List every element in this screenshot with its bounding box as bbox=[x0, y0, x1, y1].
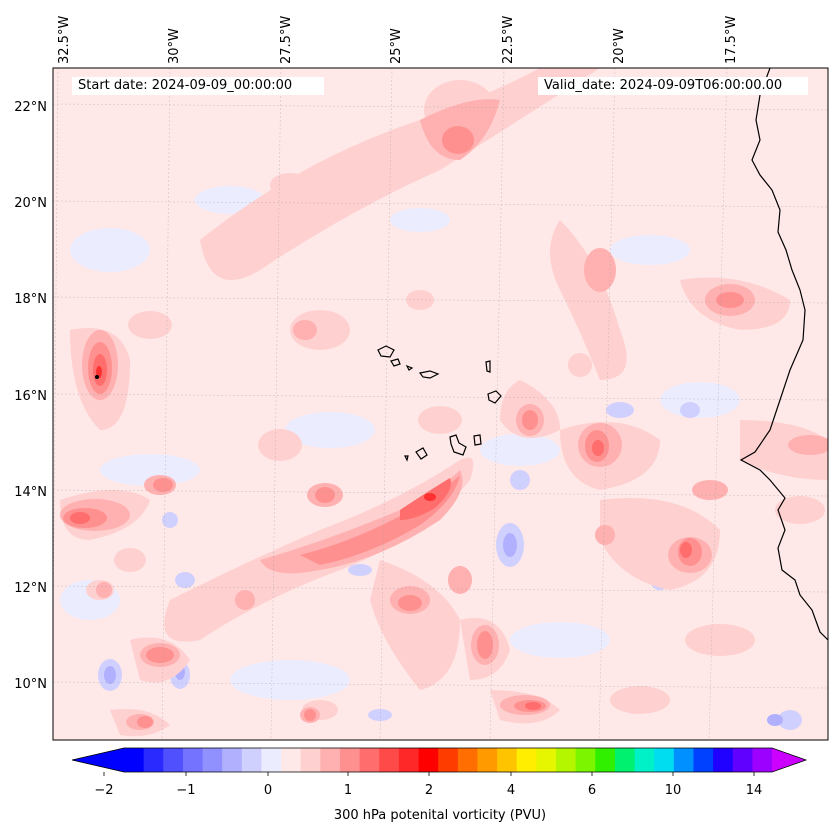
colorbar-swatch bbox=[713, 748, 734, 772]
colorbar-swatch bbox=[673, 748, 695, 772]
lat-label-10n: 10°N bbox=[14, 677, 47, 692]
colorbar-swatch bbox=[516, 748, 537, 772]
colorbar-over-arrow bbox=[772, 748, 806, 772]
colorbar-swatch bbox=[634, 748, 655, 772]
colorbar-swatch bbox=[752, 748, 773, 772]
lat-label-20n: 20°N bbox=[14, 196, 47, 211]
colorbar-tick-labels: −2 −1 0 1 2 4 6 10 14 bbox=[94, 783, 762, 798]
colorbar-swatch bbox=[379, 748, 400, 772]
colorbar-swatch bbox=[398, 748, 420, 772]
colorbar-swatch bbox=[261, 748, 282, 772]
colorbar-tick-label: 14 bbox=[746, 783, 763, 798]
colorbar-swatch bbox=[182, 748, 204, 772]
colorbar-swatch bbox=[241, 748, 263, 772]
cape-verde-islands bbox=[377, 345, 502, 462]
colorbar-swatch bbox=[536, 748, 557, 772]
start-date-label: Start date: 2024-09-09_00:00:00 bbox=[72, 77, 324, 95]
lon-label-27.5w: 27.5°W bbox=[279, 16, 294, 64]
peak-marker bbox=[95, 375, 99, 379]
valid-date-label: Valid_date: 2024-09-09T06:00:00.00 bbox=[538, 77, 808, 95]
colorbar-swatch bbox=[202, 748, 223, 772]
lat-label-14n: 14°N bbox=[14, 485, 47, 500]
colorbar-title: 300 hPa potenital vorticity (PVU) bbox=[333, 808, 547, 823]
colorbar-swatch bbox=[300, 748, 321, 772]
colorbar-swatch bbox=[614, 748, 636, 772]
pv-negative-light-areas bbox=[60, 186, 740, 700]
colorbar-swatch bbox=[575, 748, 596, 772]
colorbar-swatch bbox=[418, 748, 439, 772]
lat-label-18n: 18°N bbox=[14, 292, 47, 307]
colorbar-swatch bbox=[693, 748, 714, 772]
colorbar-tick-label: −1 bbox=[176, 783, 195, 798]
colorbar-swatch bbox=[222, 748, 243, 772]
colorbar-outline bbox=[71, 747, 808, 773]
lon-label-17.5w: 17.5°W bbox=[724, 16, 739, 64]
colorbar-swatch bbox=[281, 748, 302, 772]
lon-label-30w: 30°W bbox=[167, 28, 182, 64]
colorbar-tick-label: 4 bbox=[507, 783, 515, 798]
lat-label-12n: 12°N bbox=[14, 581, 47, 596]
colorbar-swatch bbox=[497, 748, 518, 772]
lon-label-20w: 20°W bbox=[612, 28, 627, 64]
map-frame bbox=[52, 67, 829, 741]
pv-positive-peaks bbox=[96, 366, 436, 501]
colorbar-swatch bbox=[163, 748, 184, 772]
colorbar-under-arrow bbox=[72, 748, 124, 772]
colorbar bbox=[71, 747, 808, 776]
colorbar-swatch bbox=[340, 748, 361, 772]
colorbar-swatch bbox=[477, 748, 498, 772]
west-africa-coastline bbox=[739, 68, 828, 641]
graticule bbox=[53, 68, 828, 740]
map-panel bbox=[53, 68, 828, 740]
colorbar-swatch bbox=[320, 748, 341, 772]
lat-label-16n: 16°N bbox=[14, 389, 47, 404]
latitude-labels: 22°N 20°N 18°N 16°N 14°N 12°N 10°N bbox=[14, 100, 47, 692]
colorbar-swatch bbox=[359, 748, 380, 772]
colorbar-swatch bbox=[143, 748, 164, 772]
colorbar-swatch bbox=[457, 748, 479, 772]
longitude-labels: 32.5°W 30°W 27.5°W 25°W 22.5°W 20°W 17.5… bbox=[57, 16, 739, 64]
colorbar-swatch bbox=[595, 748, 616, 772]
colorbar-tick-label: 10 bbox=[665, 783, 682, 798]
colorbar-tick-label: −2 bbox=[94, 783, 113, 798]
colorbar-tick-label: 2 bbox=[425, 783, 433, 798]
colorbar-swatch bbox=[556, 748, 577, 772]
colorbar-tick-label: 0 bbox=[264, 783, 272, 798]
lon-label-22.5w: 22.5°W bbox=[501, 16, 516, 64]
lon-label-25w: 25°W bbox=[389, 28, 404, 64]
lat-label-22n: 22°N bbox=[14, 100, 47, 115]
lon-label-32.5w: 32.5°W bbox=[57, 16, 72, 64]
colorbar-swatch bbox=[438, 748, 459, 772]
colorbar-swatch bbox=[124, 748, 145, 772]
colorbar-swatch bbox=[732, 748, 753, 772]
colorbar-tick-label: 1 bbox=[344, 783, 352, 798]
colorbar-tick-label: 6 bbox=[588, 783, 596, 798]
colorbar-swatch bbox=[654, 748, 675, 772]
